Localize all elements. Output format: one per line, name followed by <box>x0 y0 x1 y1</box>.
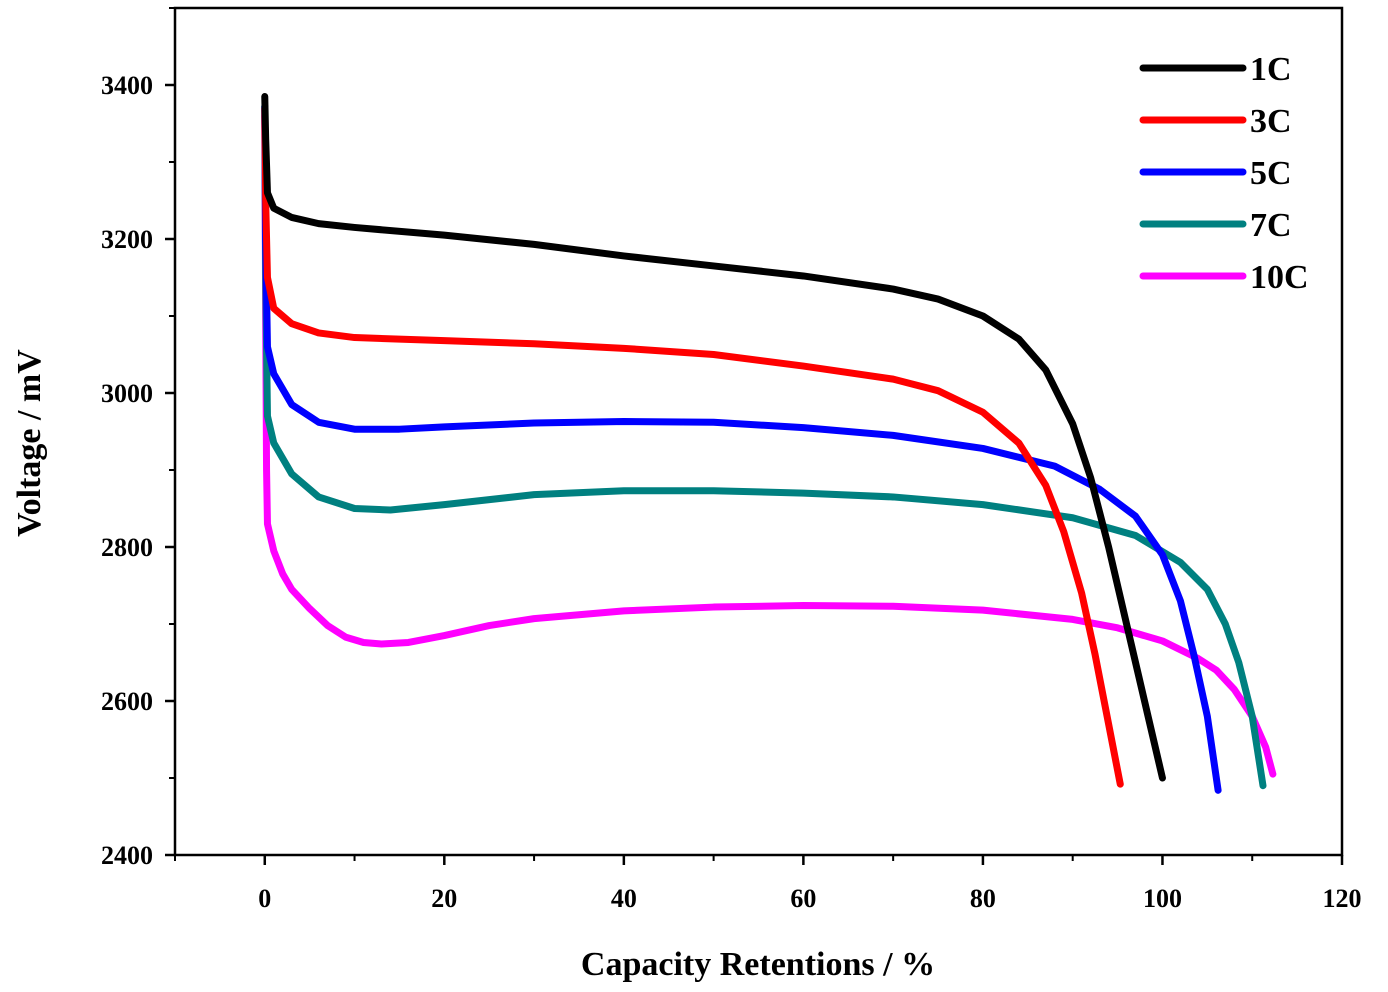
x-tick-label: 60 <box>790 884 816 913</box>
legend-label-7c: 7C <box>1250 207 1292 244</box>
series-line-10c <box>261 112 1277 778</box>
y-axis-title: Voltage / mV <box>11 349 48 537</box>
series-layer <box>261 93 1277 794</box>
plot-frame <box>173 6 1344 857</box>
x-tick-label: 0 <box>258 884 271 913</box>
y-tick-label: 3400 <box>101 71 153 100</box>
legend-label-5c: 5C <box>1250 155 1292 192</box>
x-tick-label: 40 <box>611 884 637 913</box>
y-tick-label: 3200 <box>101 225 153 254</box>
legend: 1C 3C 5C 7C 10C <box>1139 51 1309 296</box>
x-tick-label: 120 <box>1323 884 1362 913</box>
y-tick-label: 2600 <box>101 687 153 716</box>
series-line-1c <box>261 93 1166 782</box>
y-axis-ticks: 2400 2600 2800 3000 3200 3400 <box>101 7 175 870</box>
series-line-5c <box>261 103 1222 794</box>
legend-label-1c: 1C <box>1250 51 1292 88</box>
y-tick-label: 2800 <box>101 533 153 562</box>
legend-label-3c: 3C <box>1250 103 1292 140</box>
x-tick-label: 80 <box>970 884 996 913</box>
x-tick-label: 100 <box>1143 884 1182 913</box>
legend-label-10c: 10C <box>1250 259 1309 296</box>
x-axis-ticks: 0 20 40 60 80 100 120 <box>174 855 1362 913</box>
series-line-3c <box>261 104 1124 788</box>
y-tick-label: 3000 <box>101 379 153 408</box>
series-line-7c <box>261 103 1267 790</box>
x-tick-label: 20 <box>431 884 457 913</box>
y-tick-label: 2400 <box>101 841 153 870</box>
x-axis-title: Capacity Retentions / % <box>581 946 935 983</box>
